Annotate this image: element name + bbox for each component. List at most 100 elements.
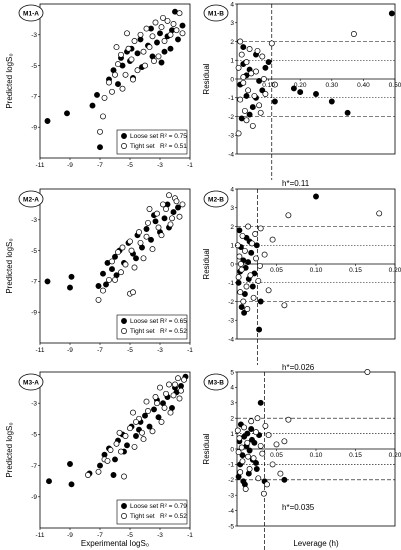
point-tight-set [119,244,126,251]
y-tick-label: -3 [31,217,37,224]
point-tight-set [131,264,138,271]
point-loose-set [44,278,51,285]
point-loose-set [249,436,255,443]
point-tight-set [285,212,292,219]
point-tight-set [155,224,162,231]
point-tight-set [241,247,248,254]
panel-m3-b: 0.05 0.10 0.15 0.20 5 4 3 2 1 0 -1 -2 -3 -4 -5 h*=0.03… [203,369,401,550]
x-tick-label: -9 [67,162,73,169]
x-tick-label: 0.10 [262,82,275,89]
point-tight-set [166,381,172,388]
point-tight-set [155,53,162,60]
point-tight-set [122,261,129,268]
panel-m1-b: 0.10 0.20 0.30 0.40 0.50 4 3 2 1 0 -1 -2 -3 -4 h*=0.1… [203,1,401,188]
point-tight-set [106,79,112,86]
point-loose-set [241,309,248,316]
legend-series-name: Tight set [130,143,155,150]
point-tight-set [143,25,150,32]
point-tight-set [119,85,126,92]
point-tight-set [236,435,243,442]
point-tight-set [161,38,168,44]
point-tight-set [364,369,371,375]
point-tight-set [350,31,357,37]
point-tight-set [149,246,156,253]
point-loose-set [244,430,251,437]
y-axis-label-right-1: Residual [202,63,211,94]
y-axis-label: Residual [202,63,211,94]
point-tight-set [122,71,129,78]
y-tick-label: -3 [31,401,37,408]
points-layer [234,193,383,333]
legend-marker [121,143,127,149]
point-tight-set [243,59,250,66]
legend-box [116,499,188,525]
y-tick-label: -5 [228,523,234,530]
x-tick-label: -7 [97,162,103,169]
y-tick-label: 4 [230,186,234,193]
point-tight-set [104,457,111,464]
point-tight-set [235,274,242,281]
point-tight-set [100,287,106,294]
x-axis-label-left: Experimental logS₀ [81,539,149,548]
tick-layer: 0.05 0.10 0.15 0.20 5 4 3 2 1 0 -1 -2 -3 -4 -5 [228,369,401,530]
h-star-label: h*=0.026 [282,363,315,372]
point-tight-set [237,469,244,476]
point-tight-set [173,27,180,34]
y-tick-label: -2 [228,114,234,121]
y-tick-label: -1 [228,280,234,287]
point-loose-set [246,111,253,118]
tick-layer: 0.10 0.20 0.30 0.40 0.50 4 3 2 1 0 -1 -2 -3 -4 [228,1,401,158]
point-tight-set [235,449,242,456]
point-loose-set [238,304,245,311]
point-tight-set [254,415,261,422]
points-layer [46,373,189,517]
panel-label: M3-B [208,380,224,387]
legend-stat: R² = 0.52 [160,513,187,520]
point-tight-set [256,102,263,109]
y-tick-label: -3 [228,133,234,140]
point-loose-set [64,110,70,117]
point-tight-set [277,470,284,477]
legend: Loose set R² = 0.65 Tight set R² = 0.52 [116,314,188,340]
point-loose-set [388,10,395,17]
point-loose-set [249,283,256,290]
legend-stat: R² = 0.52 [160,328,187,335]
point-tight-set [143,233,150,240]
point-tight-set [122,433,129,439]
x-tick-label: 0.20 [389,267,401,274]
point-loose-set [246,447,253,454]
point-loose-set [67,284,73,291]
point-tight-set [253,255,259,262]
point-loose-set [179,22,186,29]
point-tight-set [241,107,248,114]
point-loose-set [271,98,278,105]
y-tick-label: -2 [228,299,234,306]
point-tight-set [255,277,262,284]
point-tight-set [112,71,118,78]
point-tight-set [243,283,250,290]
point-tight-set [376,210,383,217]
legend-box [116,129,188,155]
point-tight-set [265,287,272,294]
legend-series-name: Tight set [130,513,155,520]
point-tight-set [247,272,254,279]
point-tight-set [154,400,160,407]
point-tight-set [253,68,259,75]
point-loose-set [146,423,153,430]
badge-oval [203,190,229,208]
point-tight-set [125,45,132,52]
point-tight-set [158,418,165,425]
legend-box [116,314,188,340]
point-loose-set [256,77,263,84]
point-tight-set [158,232,165,239]
point-loose-set [109,266,115,273]
point-tight-set [243,117,250,124]
y-tick-label: -9 [31,494,37,501]
y-tick-label: 0 [230,446,234,453]
x-tick-label: -1 [187,532,193,539]
point-tight-set [95,296,102,303]
point-tight-set [253,429,259,436]
point-tight-set [269,236,276,243]
x-tick-label: -5 [127,347,133,354]
y-tick-label: -4 [228,508,234,515]
